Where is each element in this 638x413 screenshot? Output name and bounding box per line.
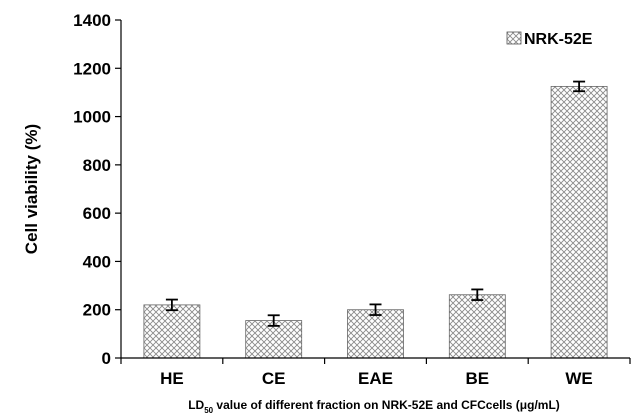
x-tick-label: HE: [160, 369, 184, 388]
x-tick-label: BE: [465, 369, 489, 388]
y-tick-label: 1200: [73, 59, 111, 78]
y-tick-label: 800: [83, 156, 111, 175]
y-tick-label: 0: [102, 349, 111, 368]
legend: NRK-52E: [506, 31, 593, 48]
bar: [550, 85, 608, 359]
error-bars: [165, 80, 586, 327]
x-axis-ticks: HE CE EAE BE WE: [120, 358, 631, 388]
bar: [245, 320, 303, 359]
x-tick-label: CE: [262, 369, 286, 388]
legend-swatch: [506, 31, 522, 45]
y-tick-label: 1000: [73, 108, 111, 127]
bar: [448, 294, 506, 359]
bar: [347, 309, 404, 359]
x-axis-label-subscript: 50: [204, 406, 213, 413]
x-tick-label: EAE: [358, 369, 393, 388]
y-tick-label: 400: [83, 252, 111, 271]
bar: [143, 304, 201, 359]
y-axis-ticks: 0 200 400 600 800 1000 1200 1400: [73, 11, 121, 368]
x-axis-label-prefix: LD: [188, 398, 204, 412]
y-tick-label: 200: [83, 301, 111, 320]
y-axis-label: Cell viability (%): [22, 124, 41, 254]
y-tick-label: 600: [83, 204, 111, 223]
x-axis-label-suffix: value of different fraction on NRK-52E a…: [213, 398, 560, 412]
bars: [143, 85, 608, 359]
legend-label: NRK-52E: [524, 31, 593, 48]
x-axis-label: LD50 value of different fraction on NRK-…: [188, 398, 560, 413]
y-tick-label: 1400: [73, 11, 111, 30]
x-tick-label: WE: [565, 369, 592, 388]
